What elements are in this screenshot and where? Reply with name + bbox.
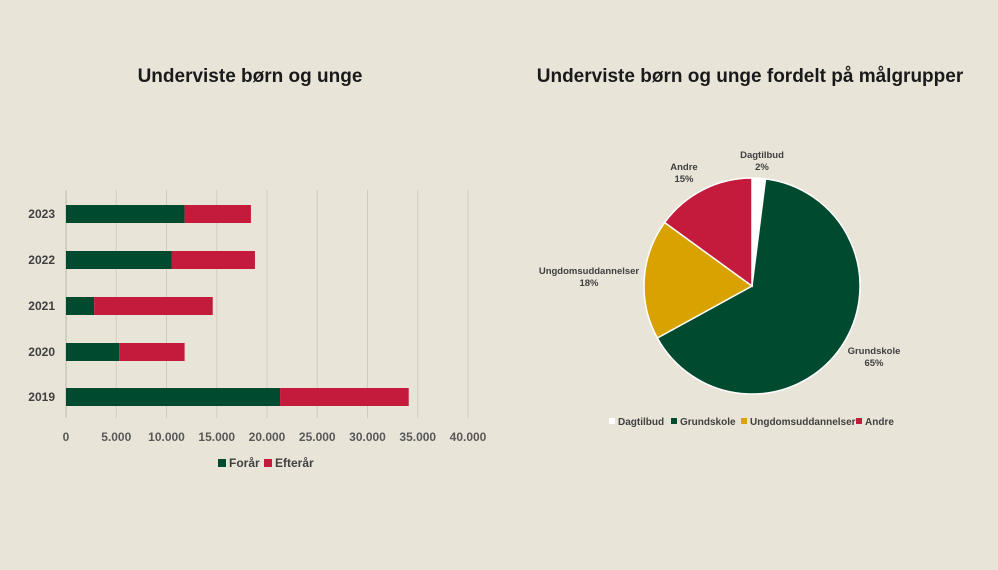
pie-slice-ungdomsuddannelser [643, 221, 754, 340]
pie-label-percent: 15% [674, 174, 694, 185]
x-tick-label: 10.000 [148, 430, 185, 444]
pie-chart-title: Underviste børn og unge fordelt på målgr… [536, 66, 964, 87]
pie-legend-label: Ungdomsuddannelser [750, 417, 856, 428]
bar-segment-efterar [280, 388, 409, 406]
x-tick-label: 40.000 [450, 430, 487, 444]
legend-swatch [218, 459, 226, 467]
y-category-label: 2019 [28, 390, 55, 404]
pie-legend-label: Andre [865, 417, 894, 428]
bar-segment-forar [66, 251, 172, 269]
pie-legend-swatch [609, 418, 615, 424]
pie-label-name: Andre [670, 162, 697, 173]
bar-segment-efterar [184, 205, 251, 223]
pie-label-name: Grundskole [848, 346, 901, 357]
y-category-label: 2021 [28, 299, 55, 313]
legend-swatch [264, 459, 272, 467]
bar-chart-title: Underviste børn og unge [137, 66, 363, 87]
bar-segment-forar [66, 388, 281, 406]
bar-segment-forar [66, 343, 120, 361]
pie-label-percent: 65% [864, 358, 884, 369]
y-category-label: 2023 [28, 207, 55, 221]
x-tick-label: 0 [63, 430, 70, 444]
legend-label: Efterår [275, 456, 314, 470]
pie-legend-swatch [741, 418, 747, 424]
x-tick-label: 15.000 [198, 430, 235, 444]
bar-segment-efterar [171, 251, 255, 269]
legend-label: Forår [229, 456, 260, 470]
x-tick-label: 30.000 [349, 430, 386, 444]
bar-segment-efterar [94, 297, 213, 315]
x-tick-label: 20.000 [249, 430, 286, 444]
y-category-label: 2022 [28, 253, 55, 267]
pie-slice-andre [663, 177, 753, 288]
x-tick-label: 35.000 [399, 430, 436, 444]
x-tick-label: 5.000 [101, 430, 131, 444]
bar-segment-forar [66, 297, 95, 315]
pie-legend-label: Grundskole [680, 417, 736, 428]
pie-legend-label: Dagtilbud [618, 417, 664, 428]
pie-legend-swatch [671, 418, 677, 424]
y-category-label: 2020 [28, 345, 55, 359]
pie-label-percent: 18% [579, 278, 599, 289]
pie-label-name: Dagtilbud [740, 150, 784, 161]
x-tick-label: 25.000 [299, 430, 336, 444]
pie-label-name: Ungdomsuddannelser [539, 266, 640, 277]
bar-segment-forar [66, 205, 185, 223]
pie-label-percent: 2% [755, 162, 769, 173]
pie-legend-swatch [856, 418, 862, 424]
bar-segment-efterar [119, 343, 185, 361]
pie-slice-grundskole [656, 178, 861, 395]
